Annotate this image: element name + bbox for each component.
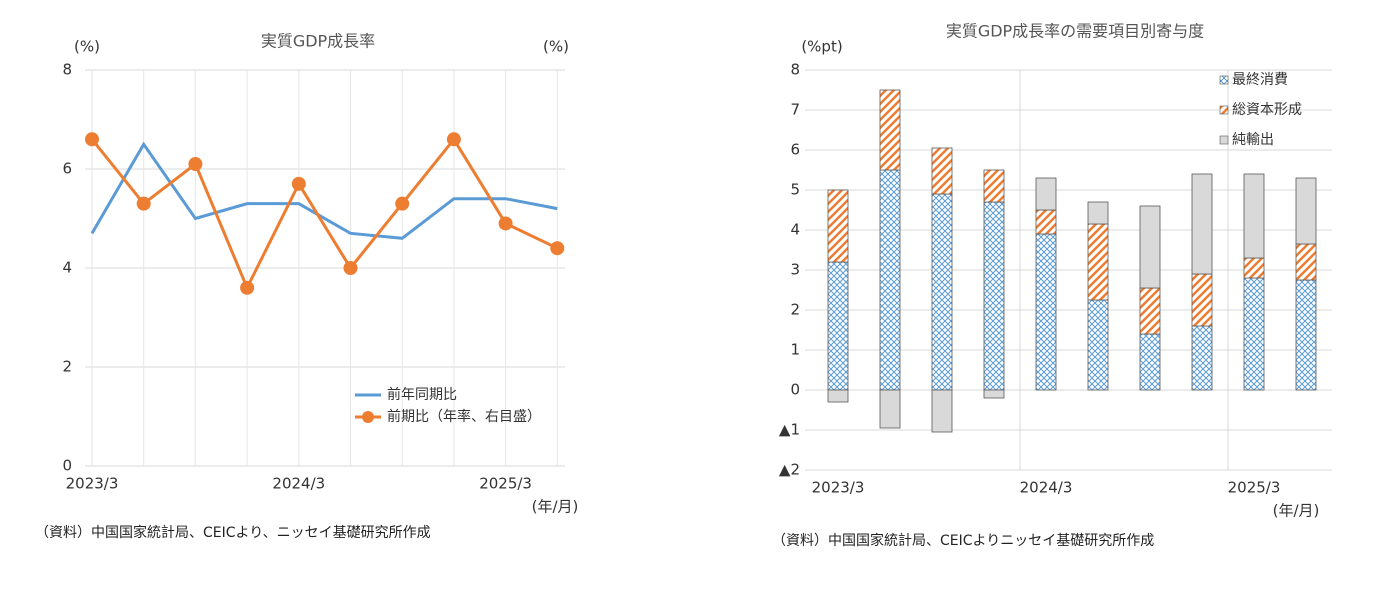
legend-label: 最終消費	[1232, 72, 1288, 88]
y-tick-label: 2	[790, 301, 800, 319]
y-tick-label: 6	[790, 141, 800, 159]
bar-segment	[983, 169, 1005, 203]
y-tick-label: 0	[790, 381, 800, 399]
bar-segment	[983, 201, 1005, 391]
y-tick-label: 5	[790, 181, 800, 199]
y-tick-label: 8	[62, 61, 72, 79]
x-tick-label: 2025/3	[479, 475, 532, 493]
chart-title: 実質GDP成長率	[261, 32, 375, 51]
y-tick-label: 4	[62, 259, 72, 277]
y-tick-label: 1	[790, 341, 800, 359]
bar-segment	[1295, 243, 1317, 281]
y-axis-label: (%pt)	[801, 38, 842, 56]
bar-segment	[1295, 279, 1317, 391]
point	[240, 280, 255, 295]
bar-segment	[1191, 325, 1213, 391]
source-note: （資料）中国国家統計局、CEICよりニッセイ基礎研究所作成	[772, 532, 1154, 549]
bar-segment	[1139, 333, 1161, 391]
bar-segment	[1035, 233, 1057, 391]
x-axis-label: (年/月)	[1273, 502, 1320, 520]
point	[136, 196, 151, 211]
bar-segment	[1243, 277, 1265, 391]
x-tick-label: 2025/3	[1228, 479, 1281, 497]
point	[395, 196, 410, 211]
point	[498, 216, 513, 231]
point	[550, 241, 565, 256]
point	[446, 132, 461, 147]
bar-segment	[1087, 299, 1109, 391]
x-tick-label: 2023/3	[812, 479, 865, 497]
y-tick-label: ▲2	[779, 461, 800, 479]
line-series	[90, 136, 558, 292]
bar-segment	[1191, 173, 1213, 275]
y-tick-label: 4	[790, 221, 800, 239]
y-tick-label: 3	[790, 261, 800, 279]
bar-segment	[983, 389, 1005, 399]
chart-title: 実質GDP成長率の需要項目別寄与度	[946, 22, 1204, 41]
point	[343, 261, 358, 275]
x-tick-label: 2023/3	[66, 475, 119, 493]
bar-segment	[879, 89, 901, 171]
bar-segment	[1087, 223, 1109, 301]
bar-segment	[931, 389, 953, 433]
point	[85, 132, 99, 147]
bar-segment	[827, 389, 849, 403]
legend-label: 純輸出	[1232, 132, 1274, 148]
bar-segment	[1035, 209, 1057, 235]
legend-swatch	[1219, 75, 1229, 85]
point	[291, 176, 306, 191]
y-tick-label: 6	[62, 160, 72, 178]
legend-swatch	[1219, 105, 1229, 115]
x-tick-label: 2024/3	[272, 475, 325, 493]
bar-segment	[931, 147, 953, 195]
bar-segment	[827, 189, 849, 263]
y-tick-label: 0	[62, 457, 72, 475]
bar-segment	[1035, 177, 1057, 211]
x-axis-label: (年/月)	[532, 498, 579, 516]
point	[188, 157, 203, 172]
source-note: （資料）中国国家統計局、CEICより、ニッセイ基礎研究所作成	[35, 524, 431, 541]
bar-segment	[1243, 257, 1265, 279]
legend-label: 前期比（年率、右目盛）	[387, 408, 541, 425]
y-tick-label: 7	[790, 101, 800, 119]
bar-segment	[879, 389, 901, 429]
legend-swatch	[1219, 135, 1229, 145]
legend-marker	[362, 411, 374, 423]
bar-segment	[1243, 173, 1265, 259]
bar-segment	[1139, 287, 1161, 335]
legend-label: 総資本形成	[1232, 102, 1302, 118]
y-tick-label: 8	[790, 61, 800, 79]
y-tick-label: ▲1	[779, 421, 800, 439]
y2-axis-label: (%)	[543, 38, 569, 56]
y-tick-label: 2	[62, 358, 72, 376]
bar-segment	[879, 169, 901, 391]
bar-segment	[931, 193, 953, 391]
bar-segment	[1139, 205, 1161, 289]
legend-label: 前年同期比	[387, 386, 457, 403]
y-axis-label: (%)	[74, 38, 100, 56]
bar-segment	[827, 261, 849, 391]
bar-segment	[1191, 273, 1213, 327]
bar-segment	[1295, 177, 1317, 245]
x-tick-label: 2024/3	[1020, 479, 1073, 497]
line-series	[90, 141, 558, 240]
bar-segment	[1087, 201, 1109, 225]
